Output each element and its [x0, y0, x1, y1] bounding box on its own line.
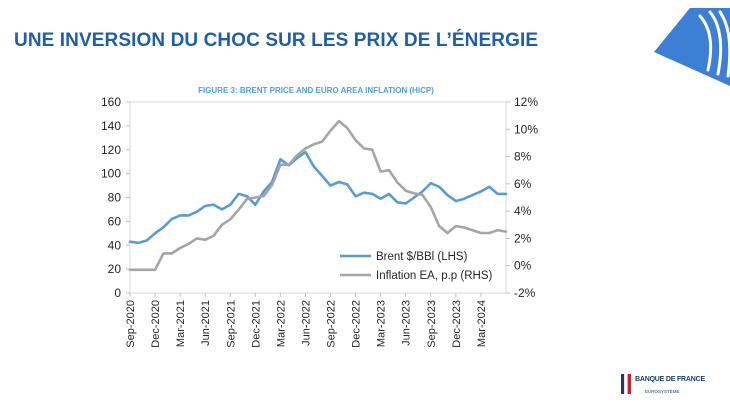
left-axis-tick-label: 100 — [101, 167, 121, 181]
x-axis-tick-label: Sep-2022 — [326, 300, 338, 348]
legend: Brent $/BBl (LHS) Inflation EA, p.p (RHS) — [340, 251, 492, 282]
right-axis-tick-label: 12% — [514, 95, 538, 109]
legend-label: Inflation EA, p.p (RHS) — [376, 270, 492, 282]
right-axis-tick-label: 0% — [514, 259, 532, 273]
brent-series-line — [128, 150, 508, 245]
x-axis-tick-label: Sep-2023 — [426, 300, 438, 348]
x-axis-tick-label: Dec-2022 — [351, 300, 363, 348]
right-axis: -2% 0% 2% 4% 6% 8% 10% 12% — [506, 95, 538, 300]
left-axis-tick-label: 160 — [101, 95, 121, 109]
series-layer — [128, 119, 508, 272]
x-axis-tick-label: Jun-2023 — [401, 300, 413, 346]
logo-subtitle: EUROSYSTÈME — [645, 389, 680, 394]
corner-arcs — [698, 10, 730, 78]
x-axis-tick-label: Mar-2024 — [476, 300, 488, 347]
right-axis-tick-label: 10% — [514, 122, 538, 136]
banque-de-france-logo: BANQUE DE FRANCE EUROSYSTÈME — [621, 370, 705, 410]
x-axis-tick-label: Mar-2022 — [275, 300, 287, 347]
left-axis-tick-label: 60 — [108, 214, 122, 228]
left-axis-tick-label: 120 — [101, 143, 121, 157]
inflation-series-line — [128, 119, 508, 272]
chart-title: FIGURE 3: BRENT PRICE AND EURO AREA INFL… — [198, 86, 434, 95]
x-axis-tick-label: Sep-2021 — [225, 300, 237, 348]
right-axis-tick-label: -2% — [514, 286, 536, 300]
left-axis: 0 20 40 60 80 100 120 140 160 — [101, 95, 130, 300]
corner-diamond — [654, 8, 730, 86]
left-axis-tick-label: 20 — [108, 262, 122, 276]
logo-name: BANQUE DE FRANCE — [635, 376, 705, 383]
x-axis-tick-label: Jun-2021 — [200, 300, 212, 346]
x-axis-tick-label: Dec-2020 — [150, 300, 162, 348]
right-axis-tick-label: 2% — [514, 231, 532, 245]
right-axis-tick-label: 8% — [514, 150, 532, 164]
left-axis-tick-label: 0 — [114, 286, 121, 300]
tricolor-mark-icon — [621, 374, 631, 394]
right-axis-tick-label: 6% — [514, 177, 532, 191]
slide-title: UNE INVERSION DU CHOC SUR LES PRIX DE L’… — [14, 30, 539, 51]
corner-decoration — [654, 8, 730, 86]
right-axis-tick-label: 4% — [514, 204, 532, 218]
x-axis: Sep-2020 Dec-2020 Mar-2021 Jun-2021 Sep-2021… — [125, 293, 488, 348]
x-axis-tick-label: Sep-2020 — [125, 300, 137, 348]
x-axis-tick-label: Dec-2023 — [451, 300, 463, 348]
x-axis-tick-label: Mar-2021 — [175, 300, 187, 347]
left-axis-tick-label: 140 — [101, 119, 121, 133]
x-axis-tick-label: Mar-2023 — [376, 300, 388, 347]
legend-label: Brent $/BBl (LHS) — [376, 251, 468, 263]
left-axis-tick-label: 40 — [108, 238, 122, 252]
x-axis-tick-label: Dec-2021 — [250, 300, 262, 348]
x-axis-tick-label: Jun-2022 — [300, 300, 312, 346]
left-axis-tick-label: 80 — [108, 191, 122, 205]
